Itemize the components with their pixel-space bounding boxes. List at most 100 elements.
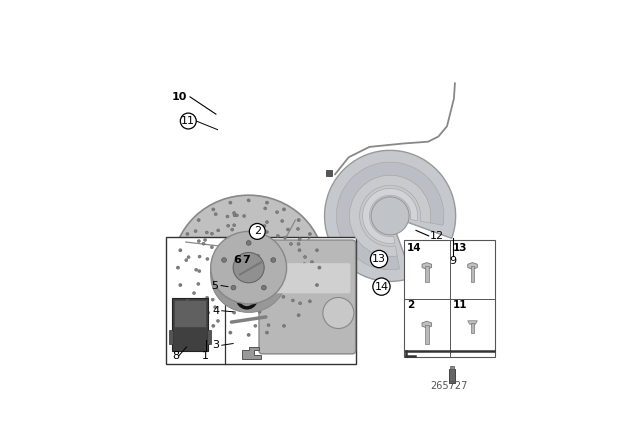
Ellipse shape bbox=[271, 258, 276, 263]
Wedge shape bbox=[374, 199, 406, 232]
Text: 13: 13 bbox=[452, 243, 467, 253]
Ellipse shape bbox=[252, 309, 255, 312]
Text: 11: 11 bbox=[452, 301, 467, 310]
Ellipse shape bbox=[303, 255, 307, 258]
Ellipse shape bbox=[258, 310, 261, 313]
Ellipse shape bbox=[308, 300, 311, 302]
Ellipse shape bbox=[310, 261, 314, 263]
Wedge shape bbox=[363, 188, 418, 243]
Ellipse shape bbox=[255, 308, 258, 311]
Ellipse shape bbox=[195, 268, 198, 271]
Ellipse shape bbox=[255, 254, 260, 258]
Ellipse shape bbox=[276, 211, 278, 214]
Ellipse shape bbox=[316, 284, 318, 286]
Ellipse shape bbox=[283, 208, 285, 211]
Bar bbox=[471, 323, 474, 333]
Text: 2: 2 bbox=[406, 301, 414, 310]
Ellipse shape bbox=[205, 231, 208, 234]
Circle shape bbox=[371, 197, 409, 235]
Ellipse shape bbox=[214, 306, 217, 309]
Bar bbox=[243, 256, 247, 265]
Text: 14: 14 bbox=[406, 243, 421, 253]
Text: 11: 11 bbox=[181, 116, 195, 126]
Ellipse shape bbox=[266, 332, 268, 334]
Ellipse shape bbox=[301, 265, 304, 268]
Ellipse shape bbox=[206, 258, 209, 260]
Text: 13: 13 bbox=[372, 254, 386, 264]
Ellipse shape bbox=[305, 286, 308, 289]
Ellipse shape bbox=[298, 219, 300, 221]
Polygon shape bbox=[422, 263, 431, 269]
Ellipse shape bbox=[291, 299, 294, 302]
FancyBboxPatch shape bbox=[264, 263, 351, 293]
Text: 4: 4 bbox=[212, 306, 220, 316]
Circle shape bbox=[373, 278, 390, 295]
Ellipse shape bbox=[282, 295, 285, 298]
Ellipse shape bbox=[186, 233, 189, 235]
Bar bbox=[425, 324, 429, 344]
Ellipse shape bbox=[251, 306, 254, 309]
Ellipse shape bbox=[211, 246, 213, 249]
Ellipse shape bbox=[304, 264, 307, 267]
Ellipse shape bbox=[267, 323, 270, 327]
Ellipse shape bbox=[303, 263, 306, 266]
Text: 7: 7 bbox=[242, 255, 250, 265]
Ellipse shape bbox=[248, 334, 250, 336]
Text: 8: 8 bbox=[173, 351, 180, 361]
Ellipse shape bbox=[246, 241, 251, 245]
Ellipse shape bbox=[266, 220, 269, 224]
Polygon shape bbox=[211, 267, 287, 312]
Ellipse shape bbox=[231, 285, 236, 290]
Ellipse shape bbox=[221, 258, 227, 263]
Text: 3: 3 bbox=[212, 340, 220, 350]
Bar bbox=[451, 366, 454, 370]
Ellipse shape bbox=[198, 219, 200, 221]
Ellipse shape bbox=[243, 215, 246, 217]
Polygon shape bbox=[422, 321, 431, 328]
Ellipse shape bbox=[233, 214, 236, 217]
Ellipse shape bbox=[264, 207, 267, 210]
FancyBboxPatch shape bbox=[172, 297, 208, 352]
Text: 5: 5 bbox=[211, 280, 218, 291]
FancyBboxPatch shape bbox=[259, 240, 356, 354]
Ellipse shape bbox=[211, 232, 287, 304]
Ellipse shape bbox=[229, 202, 232, 204]
Bar bbox=[166, 237, 356, 364]
Ellipse shape bbox=[217, 229, 220, 232]
Bar bbox=[207, 330, 211, 344]
Bar bbox=[425, 266, 429, 283]
Ellipse shape bbox=[220, 239, 278, 296]
Ellipse shape bbox=[262, 285, 266, 290]
Ellipse shape bbox=[177, 267, 179, 269]
Ellipse shape bbox=[308, 233, 311, 235]
Ellipse shape bbox=[298, 249, 301, 252]
Ellipse shape bbox=[187, 256, 190, 258]
Ellipse shape bbox=[289, 242, 292, 246]
Ellipse shape bbox=[306, 286, 309, 289]
Ellipse shape bbox=[197, 240, 200, 242]
Ellipse shape bbox=[185, 258, 188, 262]
Wedge shape bbox=[324, 151, 456, 281]
Text: 265727: 265727 bbox=[430, 381, 467, 391]
Ellipse shape bbox=[230, 228, 234, 231]
Ellipse shape bbox=[198, 314, 200, 316]
Ellipse shape bbox=[254, 324, 257, 327]
Ellipse shape bbox=[198, 270, 201, 272]
Ellipse shape bbox=[236, 214, 238, 217]
Ellipse shape bbox=[212, 325, 214, 327]
Text: 2: 2 bbox=[253, 226, 261, 237]
Ellipse shape bbox=[243, 263, 247, 267]
Ellipse shape bbox=[299, 302, 301, 305]
Ellipse shape bbox=[297, 242, 300, 246]
Polygon shape bbox=[242, 347, 260, 359]
Ellipse shape bbox=[186, 300, 189, 302]
Polygon shape bbox=[468, 263, 477, 269]
Ellipse shape bbox=[232, 224, 236, 227]
Wedge shape bbox=[349, 175, 431, 257]
Ellipse shape bbox=[298, 314, 300, 316]
Text: 1: 1 bbox=[202, 351, 209, 361]
Ellipse shape bbox=[227, 224, 230, 227]
Polygon shape bbox=[173, 267, 324, 351]
Ellipse shape bbox=[276, 234, 280, 237]
Text: 9: 9 bbox=[450, 256, 457, 266]
